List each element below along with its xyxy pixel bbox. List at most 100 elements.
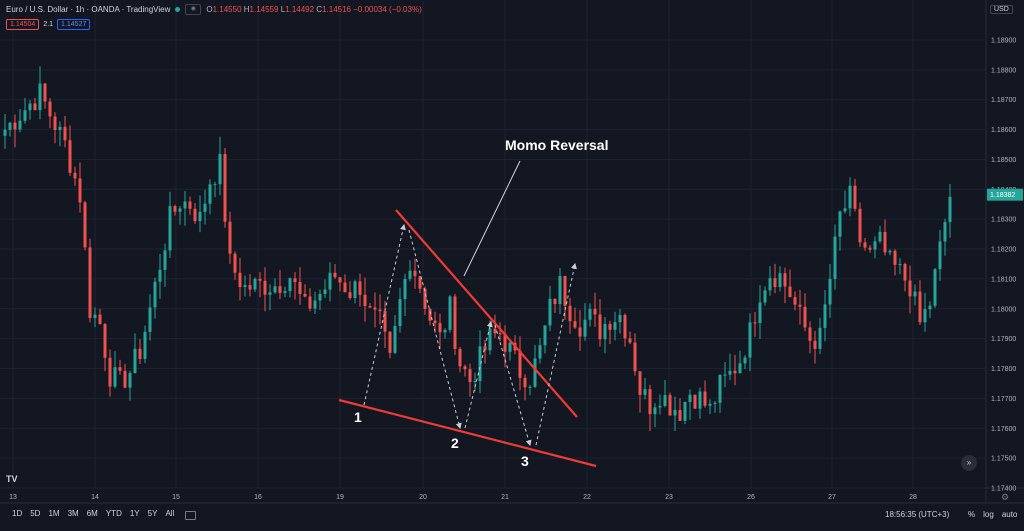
candle-body <box>553 298 557 305</box>
x-tick-label: 22 <box>583 494 591 501</box>
candle-body <box>293 278 297 283</box>
timeframe-button[interactable]: 1M <box>48 509 60 518</box>
low-value: 1.14492 <box>285 5 315 14</box>
candle-body <box>373 307 377 310</box>
sell-price-button[interactable]: 1.14504 <box>6 19 40 30</box>
scroll-to-realtime-icon[interactable]: » <box>961 455 977 471</box>
candle-body <box>8 122 12 130</box>
candle-body <box>38 83 42 111</box>
candle-body <box>148 307 152 332</box>
candle-body <box>13 122 17 130</box>
candle-body <box>588 308 592 320</box>
timeframe-button[interactable]: 1D <box>12 509 23 518</box>
candle-body <box>808 327 812 341</box>
candle-body <box>168 206 172 251</box>
gear-icon[interactable]: ⚙ <box>1001 492 1010 502</box>
candle-body <box>138 348 142 359</box>
candle-body <box>288 278 292 292</box>
timeframe-button[interactable]: 5Y <box>147 509 158 518</box>
candle-body <box>58 126 62 130</box>
timeframe-button[interactable]: All <box>165 509 175 518</box>
candle-body <box>503 333 507 352</box>
candle-body <box>3 129 7 136</box>
support-trendline[interactable] <box>338 398 597 468</box>
candle-body <box>788 286 792 298</box>
candle-body <box>128 373 132 388</box>
auto-scale-button[interactable]: auto <box>1001 510 1018 519</box>
swing-arrow[interactable] <box>408 229 462 430</box>
candle-body <box>603 323 607 340</box>
symbol-title[interactable]: Euro / U.S. Dollar · 1h · OANDA · Tradin… <box>6 5 171 14</box>
currency-selector[interactable]: USD <box>990 5 1013 14</box>
candle-body <box>508 342 512 352</box>
candle-body <box>218 153 222 185</box>
y-tick-label: 1.18700 <box>991 97 1016 104</box>
candle-body <box>608 323 612 330</box>
current-price-label: 1.18382 <box>990 192 1015 199</box>
candle-body <box>848 185 852 209</box>
swing-arrow[interactable] <box>363 223 406 406</box>
x-tick-label: 19 <box>336 494 344 501</box>
low-label: L <box>280 5 286 14</box>
candle-body <box>558 276 562 305</box>
candle-body <box>708 403 712 406</box>
candle-body <box>338 277 342 283</box>
timeframe-button[interactable]: YTD <box>105 509 122 518</box>
candle-body <box>203 203 207 212</box>
y-tick-label: 1.18500 <box>991 157 1016 164</box>
annotation-label[interactable]: Momo Reversal <box>505 137 608 153</box>
resistance-trendline[interactable] <box>395 209 578 418</box>
candle-body <box>523 377 527 388</box>
candle-body <box>853 185 857 209</box>
candle-body <box>378 309 382 312</box>
candle-body <box>358 281 362 295</box>
candle-body <box>948 196 952 223</box>
y-tick-label: 1.17400 <box>991 486 1016 493</box>
candle-body <box>263 280 267 295</box>
percent-scale-button[interactable]: % <box>968 510 976 519</box>
swing-arrow[interactable] <box>494 324 532 447</box>
close-label: C <box>316 5 323 14</box>
candle-body <box>623 315 627 339</box>
candle-body <box>133 348 137 374</box>
candle-body <box>673 409 677 416</box>
candle-body <box>463 366 467 370</box>
candle-body <box>18 120 22 130</box>
y-tick-label: 1.17800 <box>991 366 1016 373</box>
x-tick-label: 21 <box>501 494 509 501</box>
timeframe-button[interactable]: 3M <box>67 509 79 518</box>
tradingview-logo[interactable]: TV <box>6 474 18 484</box>
calendar-icon[interactable] <box>185 511 196 520</box>
eye-icon[interactable]: ◉ <box>185 4 202 15</box>
candle-body <box>633 342 637 372</box>
clock[interactable]: 18:56:35 (UTC+3) <box>885 510 950 519</box>
x-tick-label: 13 <box>9 494 17 501</box>
y-tick-label: 1.17600 <box>991 426 1016 433</box>
annotation-pointer <box>463 160 521 277</box>
candle-body <box>778 273 782 288</box>
candle-body <box>153 281 157 308</box>
candle-body <box>803 306 807 328</box>
candle-body <box>578 327 582 337</box>
candle-body <box>928 305 932 310</box>
candle-body <box>748 322 752 358</box>
candle-body <box>898 264 902 266</box>
candle-body <box>103 324 107 358</box>
y-tick-label: 1.17700 <box>991 396 1016 403</box>
candle-body <box>713 402 717 404</box>
y-tick-label: 1.18200 <box>991 247 1016 254</box>
candle-body <box>668 395 672 416</box>
current-price-marker <box>987 188 1023 201</box>
candle-body <box>113 367 117 387</box>
candle-body <box>688 394 692 402</box>
log-scale-button[interactable]: log <box>983 510 994 519</box>
swing-arrow[interactable] <box>464 320 493 429</box>
timeframe-button[interactable]: 5D <box>30 509 41 518</box>
timeframe-button[interactable]: 1Y <box>129 509 140 518</box>
buy-price-button[interactable]: 1.14527 <box>57 19 91 30</box>
timeframe-button[interactable]: 6M <box>86 509 98 518</box>
candle-body <box>253 278 257 290</box>
swing-arrow[interactable] <box>535 262 577 446</box>
candle-body <box>573 321 577 328</box>
